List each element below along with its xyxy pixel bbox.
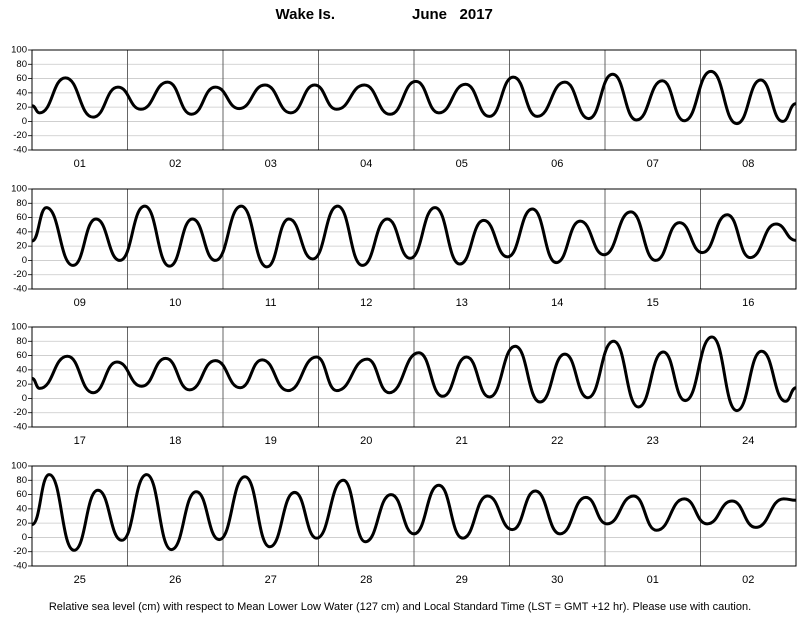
day-label: 26 <box>169 574 181 586</box>
y-tick-label: 20 <box>16 102 27 113</box>
y-tick-label: 100 <box>11 322 27 333</box>
day-label: 27 <box>265 574 277 586</box>
y-tick-label: 80 <box>16 336 27 347</box>
day-label: 15 <box>647 297 659 309</box>
y-tick-label: 40 <box>16 364 27 375</box>
day-label: 16 <box>742 297 754 309</box>
y-tick-label: -20 <box>13 269 27 280</box>
day-label: 01 <box>74 158 86 170</box>
y-tick-label: 40 <box>16 503 27 514</box>
day-label: 17 <box>74 435 86 447</box>
plot-frame <box>31 465 797 567</box>
day-label: 01 <box>647 574 659 586</box>
day-label: 08 <box>742 158 754 170</box>
y-tick-label: 20 <box>16 379 27 390</box>
day-label: 02 <box>169 158 181 170</box>
day-label: 06 <box>551 158 563 170</box>
day-label: 23 <box>647 435 659 447</box>
tide-line <box>31 473 797 552</box>
y-tick-label: -40 <box>13 561 27 572</box>
day-label: 14 <box>551 297 563 309</box>
y-tick-label: 80 <box>16 59 27 70</box>
y-tick-label: 40 <box>16 226 27 237</box>
tide-line <box>31 335 797 413</box>
day-label: 03 <box>265 158 277 170</box>
title-station: Wake Is. <box>276 6 335 23</box>
y-tick-label: 60 <box>16 212 27 223</box>
y-tick-label: 0 <box>22 255 27 266</box>
day-label: 05 <box>456 158 468 170</box>
y-tick-label: -40 <box>13 284 27 295</box>
y-tick-label: 60 <box>16 489 27 500</box>
y-tick-label: -40 <box>13 422 27 433</box>
y-tick-label: -20 <box>13 407 27 418</box>
plot-frame <box>31 49 797 151</box>
y-tick-label: 100 <box>11 45 27 56</box>
day-label: 22 <box>551 435 563 447</box>
title-month: June 2017 <box>412 6 493 23</box>
y-tick-label: 60 <box>16 73 27 84</box>
day-label: 25 <box>74 574 86 586</box>
day-label: 24 <box>742 435 754 447</box>
day-label: 20 <box>360 435 372 447</box>
day-label: 09 <box>74 297 86 309</box>
y-tick-label: 100 <box>11 461 27 472</box>
tide-line <box>31 69 797 126</box>
y-tick-label: 80 <box>16 198 27 209</box>
y-tick-label: 100 <box>11 184 27 195</box>
tide-line <box>31 204 797 269</box>
y-tick-label: 20 <box>16 241 27 252</box>
day-label: 13 <box>456 297 468 309</box>
day-label: 28 <box>360 574 372 586</box>
day-label: 12 <box>360 297 372 309</box>
y-tick-label: 0 <box>22 116 27 127</box>
day-label: 10 <box>169 297 181 309</box>
y-tick-label: 20 <box>16 518 27 529</box>
y-tick-label: -40 <box>13 145 27 156</box>
y-tick-label: 60 <box>16 350 27 361</box>
y-tick-label: 0 <box>22 532 27 543</box>
y-tick-label: 0 <box>22 393 27 404</box>
day-label: 21 <box>456 435 468 447</box>
y-tick-label: 40 <box>16 87 27 98</box>
day-label: 29 <box>456 574 468 586</box>
y-tick-label: -20 <box>13 546 27 557</box>
y-tick-label: -20 <box>13 130 27 141</box>
footer-note: Relative sea level (cm) with respect to … <box>49 601 751 613</box>
y-tick-label: 80 <box>16 475 27 486</box>
day-label: 30 <box>551 574 563 586</box>
day-label: 04 <box>360 158 372 170</box>
day-label: 19 <box>265 435 277 447</box>
day-label: 18 <box>169 435 181 447</box>
day-label: 02 <box>742 574 754 586</box>
day-label: 11 <box>265 297 276 309</box>
day-label: 07 <box>647 158 659 170</box>
